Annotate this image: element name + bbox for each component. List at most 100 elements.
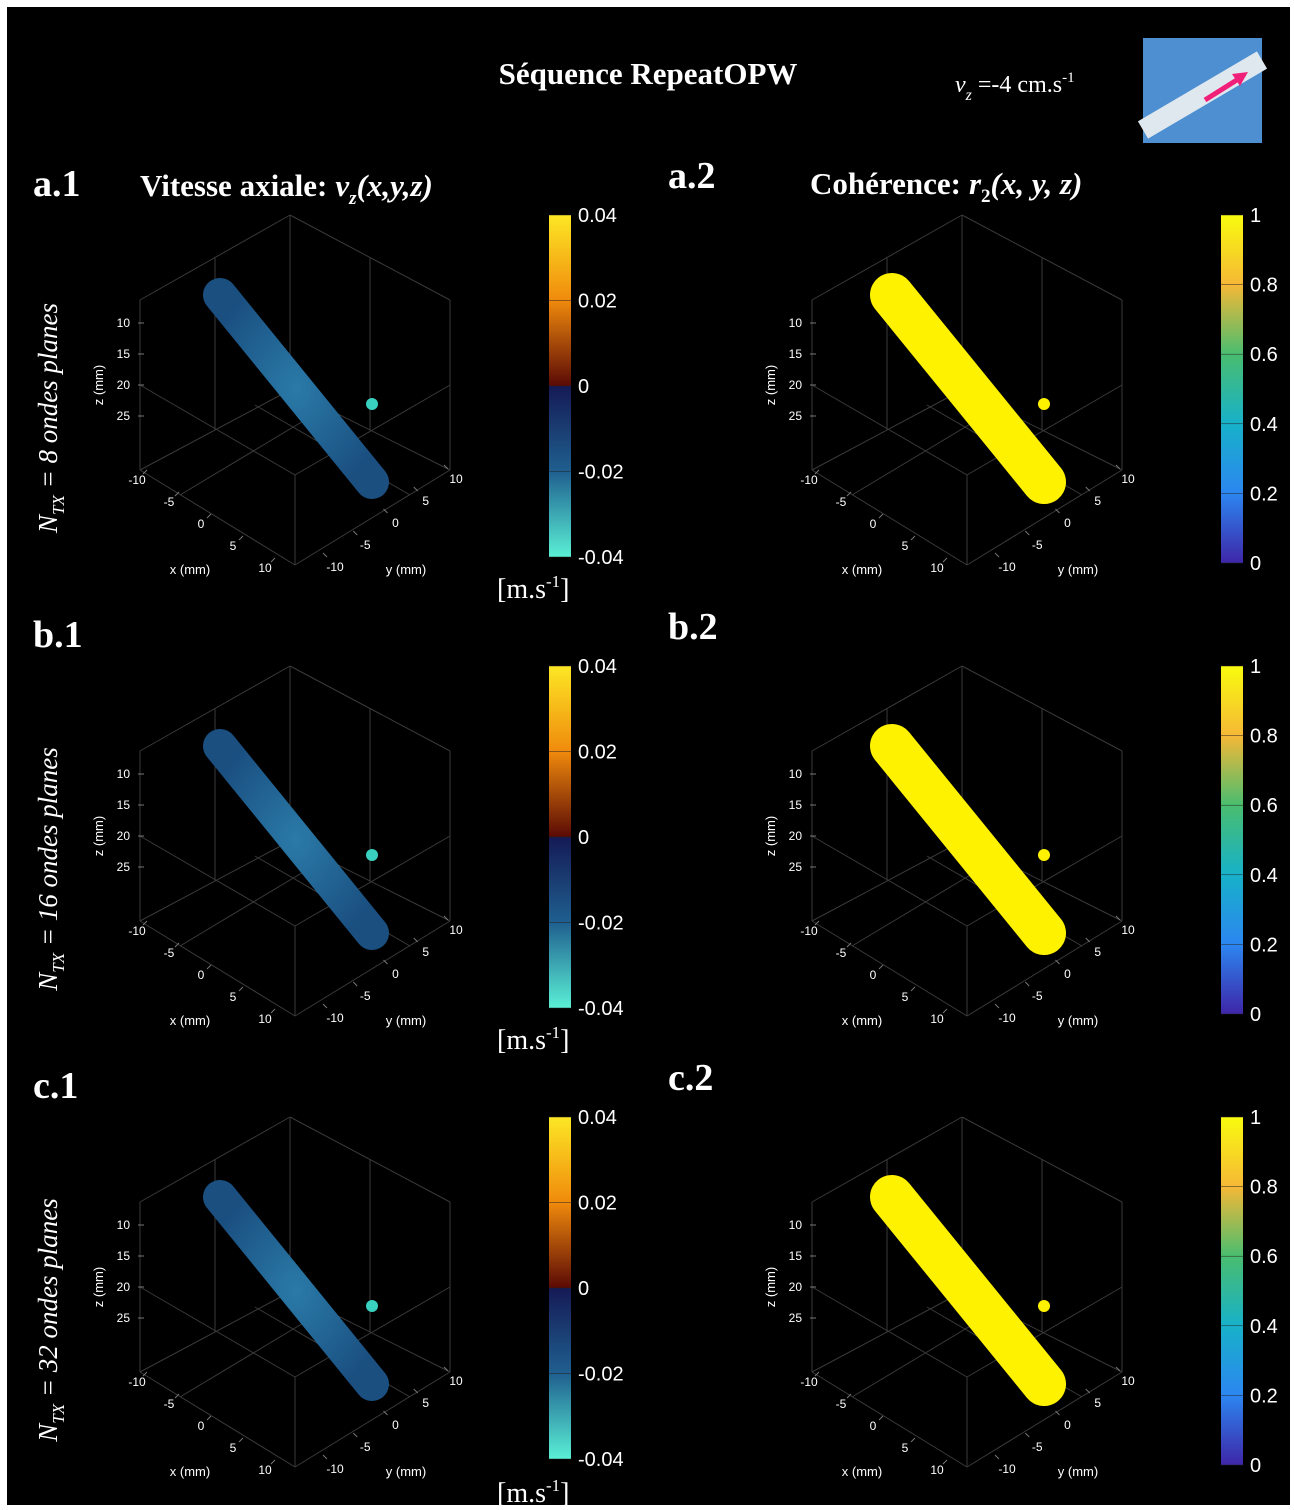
- blob: [366, 849, 378, 861]
- vessel: [870, 1175, 1066, 1406]
- box-line: [966, 1371, 1123, 1468]
- x-tick: [238, 986, 244, 992]
- y-axis-label: y (mm): [386, 1013, 426, 1028]
- y-tick-label: 10: [449, 1374, 463, 1388]
- velocity-note-part: z: [965, 87, 973, 104]
- y-tick: [383, 1410, 388, 1416]
- x-axis-label: x (mm): [842, 562, 882, 577]
- box-line: [811, 384, 968, 476]
- y-tick: [1024, 1432, 1030, 1438]
- row-label-part: TX: [49, 495, 68, 515]
- y-tick-label: 10: [1121, 923, 1135, 937]
- column-title-part: v: [335, 168, 350, 203]
- y-tick: [994, 1454, 1000, 1460]
- y-tick: [1055, 959, 1060, 965]
- x-axis-label: x (mm): [842, 1013, 882, 1028]
- y-tick: [322, 1003, 328, 1009]
- y-tick-label: 10: [1121, 1374, 1135, 1388]
- x-tick-label: -10: [800, 924, 818, 938]
- thumbnail: [1137, 38, 1268, 143]
- x-tick: [814, 469, 820, 475]
- colorbar-tick-label: 0.8: [1250, 275, 1278, 297]
- colorbar-tick-label: 0: [578, 1278, 589, 1300]
- x-tick: [142, 1371, 148, 1377]
- x-tick-label: -5: [836, 946, 847, 960]
- box-line: [139, 835, 296, 927]
- z-tick-label: 20: [789, 378, 803, 392]
- y-tick: [413, 486, 419, 492]
- x-tick: [142, 469, 148, 475]
- y-axis-label: y (mm): [1058, 1464, 1098, 1479]
- y-axis-label: y (mm): [386, 562, 426, 577]
- colorbar-tick-label: 0.02: [578, 291, 617, 313]
- z-tick-label: 20: [789, 1280, 803, 1294]
- colorbar-tick-label: 0.4: [1250, 865, 1278, 887]
- row-label: NTX = 32 ondes planes: [33, 1198, 68, 1443]
- box-line: [811, 835, 968, 927]
- y-tick-label: 5: [1094, 494, 1101, 508]
- x-tick: [238, 535, 244, 541]
- x-tick: [910, 986, 916, 992]
- y-tick: [1055, 508, 1060, 514]
- colorbar-unit-part: [m.s: [497, 574, 546, 605]
- column-title-part: Vitesse axiale:: [140, 168, 327, 203]
- x-tick: [238, 1437, 244, 1443]
- y-tick-label: 0: [1064, 967, 1071, 981]
- x-tick-label: 0: [870, 1419, 877, 1433]
- colorbar-tick-label: 0.4: [1250, 414, 1278, 436]
- z-tick-label: 10: [117, 767, 131, 781]
- colorbar-tick-label: 1: [1250, 1107, 1261, 1129]
- colorbar: [1221, 1117, 1243, 1465]
- box-line: [294, 1371, 451, 1468]
- x-tick-label: 10: [258, 1463, 272, 1477]
- panel-label: c.2: [668, 1057, 713, 1099]
- y-axis-label: y (mm): [1058, 1013, 1098, 1028]
- y-tick-label: 5: [1094, 945, 1101, 959]
- x-axis-label: x (mm): [170, 1013, 210, 1028]
- colorbar-unit: [m.s-1]: [497, 1023, 570, 1056]
- colorbar: [1221, 215, 1243, 563]
- y-tick: [1115, 915, 1121, 921]
- x-tick-label: 5: [230, 1441, 237, 1455]
- box-line: [966, 384, 1123, 476]
- colorbar-unit-part: [m.s: [497, 1478, 546, 1509]
- z-tick-label: 20: [789, 829, 803, 843]
- row-label: NTX = 16 ondes planes: [33, 747, 68, 992]
- y-tick-label: -5: [1032, 989, 1043, 1003]
- vessel: [203, 278, 389, 499]
- colorbar-tick-label: 0.4: [1250, 1316, 1278, 1338]
- x-tick-label: -5: [164, 495, 175, 509]
- y-tick-label: 0: [1064, 1418, 1071, 1432]
- y-tick-label: -10: [998, 1011, 1016, 1025]
- x-tick: [846, 942, 852, 948]
- x-tick-label: 10: [930, 1012, 944, 1026]
- column-title-part: (x, y, z): [991, 166, 1083, 201]
- row-label: NTX = 8 ondes planes: [33, 303, 68, 534]
- y-tick-label: 0: [392, 967, 399, 981]
- colorbar-tick-label: 0.02: [578, 1193, 617, 1215]
- row-label-part: TX: [49, 952, 68, 972]
- colorbar-tick-label: 0.02: [578, 742, 617, 764]
- colorbar-tick-label: 0: [1250, 1004, 1261, 1026]
- row-label-part: TX: [49, 1403, 68, 1423]
- y-tick-label: -5: [360, 538, 371, 552]
- y-tick-label: 0: [392, 1418, 399, 1432]
- colorbar-tick-label: 0.6: [1250, 344, 1278, 366]
- x-tick: [846, 1393, 852, 1399]
- x-tick-label: 0: [198, 1419, 205, 1433]
- vessel: [870, 273, 1066, 504]
- y-tick-label: 5: [422, 494, 429, 508]
- y-tick: [443, 464, 449, 470]
- colorbar-tick-label: 0: [578, 827, 589, 849]
- box-line: [139, 920, 296, 1017]
- x-tick-label: -5: [836, 1397, 847, 1411]
- x-tick: [910, 1437, 916, 1443]
- colorbar-unit: [m.s-1]: [497, 572, 570, 605]
- y-tick: [383, 508, 388, 514]
- z-tick-label: 10: [789, 1218, 803, 1232]
- box-line: [294, 920, 451, 1017]
- x-tick-label: 5: [230, 990, 237, 1004]
- y-tick: [1115, 464, 1121, 470]
- z-axis-label: z (mm): [91, 816, 106, 856]
- y-tick: [1024, 981, 1030, 987]
